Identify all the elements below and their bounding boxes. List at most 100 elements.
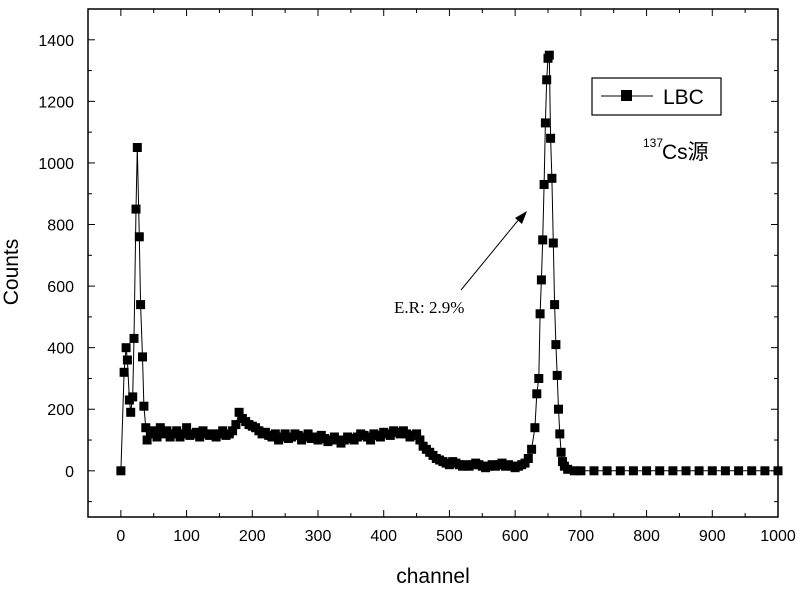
data-point — [128, 392, 138, 402]
data-point — [139, 401, 149, 411]
data-point — [366, 435, 376, 445]
data-point — [539, 180, 549, 189]
source-superscript: 137 — [643, 136, 663, 150]
data-point — [555, 429, 565, 439]
data-point — [628, 466, 638, 476]
data-point — [773, 466, 783, 476]
data-point — [576, 466, 586, 476]
data-point — [655, 466, 665, 476]
data-point — [760, 466, 770, 476]
data-point — [385, 430, 395, 440]
x-axis-label: channel — [396, 565, 470, 588]
x-tick-label: 300 — [305, 528, 332, 545]
data-point — [162, 426, 172, 436]
data-point — [544, 50, 554, 60]
tick-labels: 0 100 200 300 400 500 600 700 800 900 1000 0 200 400 6… — [38, 33, 795, 545]
x-tick-label: 500 — [436, 528, 463, 545]
x-tick-label: 800 — [633, 528, 660, 545]
data-point — [536, 275, 546, 285]
data-point — [520, 458, 530, 468]
legend-label-lbc: LBC — [663, 86, 704, 109]
y-tick-label: 200 — [47, 402, 74, 419]
annotation: E.R: 2.9% — [394, 211, 527, 317]
data-point — [131, 204, 141, 214]
data-point — [141, 423, 151, 433]
x-tick-label: 900 — [699, 528, 726, 545]
data-point — [303, 429, 313, 439]
data-point — [280, 429, 290, 439]
data-point — [121, 343, 131, 353]
x-tick-label: 100 — [173, 528, 200, 545]
series-markers-lbc — [116, 50, 783, 476]
data-point — [558, 457, 567, 467]
annotation-arrow — [460, 217, 521, 291]
data-point — [126, 407, 136, 417]
data-point — [182, 423, 192, 433]
series-line-lbc — [120, 55, 778, 472]
data-point — [527, 444, 537, 454]
source-label: 137 Cs源 — [643, 136, 709, 164]
data-point — [707, 466, 717, 476]
y-tick-label: 0 — [65, 464, 74, 481]
data-point — [540, 118, 550, 128]
data-point — [270, 429, 280, 439]
x-tick-label: 400 — [370, 528, 397, 545]
data-point — [546, 133, 556, 143]
data-point — [136, 300, 146, 310]
data-point — [375, 432, 385, 442]
data-point — [552, 370, 562, 380]
data-point — [569, 466, 579, 476]
y-tick-label: 800 — [47, 218, 74, 235]
x-tick-label: 700 — [568, 528, 595, 545]
data-point — [551, 340, 561, 350]
legend-marker — [621, 90, 632, 101]
source-name: Cs源 — [662, 141, 709, 164]
data-point — [116, 466, 126, 476]
data-point — [534, 374, 544, 383]
data-point — [191, 427, 201, 437]
data-point — [532, 389, 542, 399]
data-point — [152, 432, 162, 442]
y-tick-label: 1000 — [38, 156, 74, 173]
data-point — [554, 404, 563, 414]
data-point — [668, 466, 678, 476]
data-point — [231, 420, 241, 430]
data-point — [149, 426, 159, 436]
data-point — [142, 435, 152, 445]
data-point — [538, 235, 548, 245]
data-point — [642, 466, 652, 476]
y-tick-label: 400 — [47, 341, 74, 358]
data-point — [550, 300, 560, 310]
data-point — [415, 435, 425, 445]
y-tick-label: 1400 — [38, 33, 74, 50]
data-point — [563, 464, 573, 474]
data-point — [547, 173, 557, 183]
x-tick-label: 200 — [239, 528, 266, 545]
data-point — [615, 466, 625, 476]
data-point — [681, 466, 691, 476]
data-point — [119, 367, 129, 377]
data-point — [694, 466, 704, 476]
data-point — [530, 423, 540, 433]
x-tick-label: 1000 — [760, 528, 796, 545]
y-tick-label: 1200 — [38, 94, 74, 111]
y-tick-label: 600 — [47, 279, 74, 296]
data-point — [523, 454, 533, 463]
data-point — [122, 355, 132, 365]
data-point — [129, 333, 139, 343]
data-point — [178, 429, 188, 439]
ticks — [88, 9, 779, 517]
data-point — [234, 407, 244, 417]
data-point — [589, 466, 599, 476]
data-point — [412, 429, 422, 439]
data-point — [155, 423, 165, 433]
data-point — [720, 466, 730, 476]
plot-frame — [87, 8, 779, 518]
data-point — [218, 426, 228, 436]
data-point — [747, 466, 757, 476]
data-point — [228, 426, 238, 436]
data-point — [556, 447, 566, 457]
data-point — [132, 143, 142, 152]
arrowhead — [515, 211, 527, 224]
